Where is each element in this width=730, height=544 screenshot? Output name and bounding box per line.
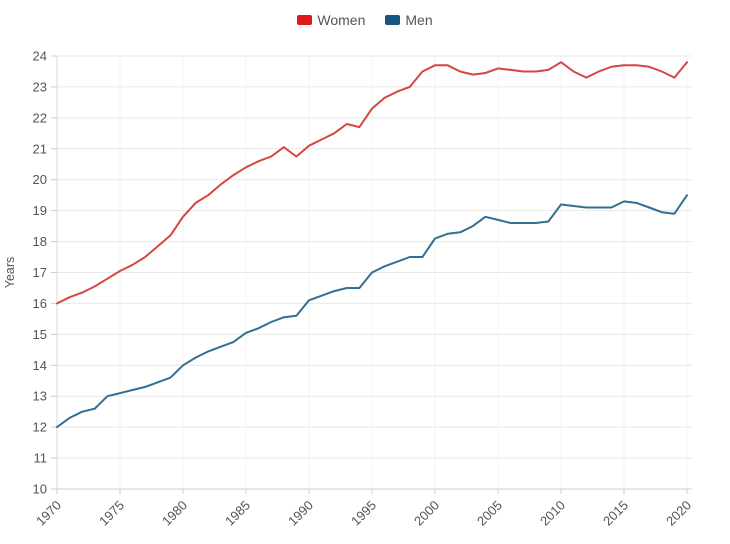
legend-item-label: Women <box>317 12 366 28</box>
y-tick-label: 23 <box>33 79 47 94</box>
x-tick-label: 2000 <box>411 498 442 529</box>
y-tick-label: 11 <box>34 451 48 466</box>
y-tick-label: 22 <box>33 110 47 125</box>
x-tick-label: 1995 <box>348 498 379 529</box>
y-tick-label: 19 <box>33 203 47 218</box>
y-tick-label: 18 <box>33 234 47 249</box>
y-tick-label: 10 <box>33 482 47 497</box>
y-tick-label: 20 <box>33 172 47 187</box>
men-line <box>56 194 688 429</box>
y-tick-label: 17 <box>33 265 47 280</box>
y-tick-label: 14 <box>33 358 47 373</box>
x-tick-label: 2020 <box>663 498 694 529</box>
y-tick-label: 12 <box>33 420 47 435</box>
women-line <box>56 61 688 305</box>
x-tick-label: 1985 <box>222 498 253 529</box>
x-tick-label: 1980 <box>159 498 190 529</box>
x-tick-label: 1990 <box>285 498 316 529</box>
x-tick-label: 2005 <box>474 498 505 529</box>
x-tick-label: 2010 <box>537 498 568 529</box>
x-tick-label: 1970 <box>33 498 64 529</box>
legend-swatch-icon <box>385 15 401 25</box>
legend-swatch-icon <box>297 15 313 25</box>
legend-item-men[interactable]: Men <box>385 12 433 28</box>
y-tick-label: 21 <box>33 141 47 156</box>
y-tick-label: 24 <box>33 49 47 64</box>
x-tick-label: 1975 <box>96 498 127 529</box>
legend-item-women[interactable]: Women <box>297 12 365 28</box>
y-axis-title: Years <box>3 257 17 289</box>
legend-item-label: Men <box>405 12 433 28</box>
chart-legend: Women Men <box>0 12 730 28</box>
y-tick-label: 15 <box>33 327 47 342</box>
y-tick-label: 13 <box>33 389 47 404</box>
y-tick-label: 16 <box>33 296 47 311</box>
x-tick-label: 2015 <box>600 498 631 529</box>
